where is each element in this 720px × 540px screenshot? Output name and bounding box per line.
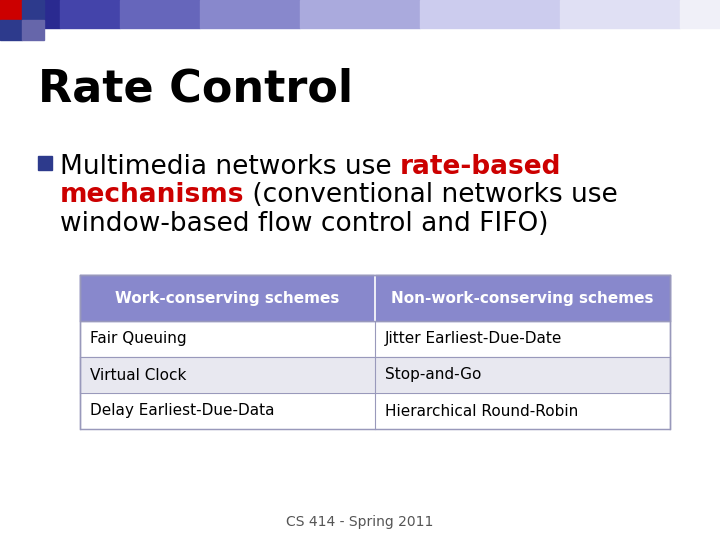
- Text: Stop-and-Go: Stop-and-Go: [385, 368, 482, 382]
- Bar: [420, 0, 560, 28]
- Text: Fair Queuing: Fair Queuing: [90, 332, 186, 347]
- Text: Jitter Earliest-Due-Date: Jitter Earliest-Due-Date: [385, 332, 562, 347]
- Bar: [80, 321, 670, 357]
- Bar: [80, 357, 670, 393]
- Text: Virtual Clock: Virtual Clock: [90, 368, 186, 382]
- Text: Work-conserving schemes: Work-conserving schemes: [115, 291, 340, 306]
- Bar: [300, 0, 420, 28]
- Text: Multimedia networks use: Multimedia networks use: [60, 154, 400, 180]
- Text: Delay Earliest-Due-Data: Delay Earliest-Due-Data: [90, 403, 274, 418]
- Text: mechanisms: mechanisms: [60, 183, 245, 208]
- Bar: [680, 0, 720, 28]
- Bar: [80, 393, 670, 429]
- Text: (conventional networks use: (conventional networks use: [245, 183, 618, 208]
- Bar: [80, 275, 670, 429]
- Text: window-based flow control and FIFO): window-based flow control and FIFO): [60, 211, 549, 237]
- Bar: [30, 0, 60, 28]
- Text: Non-work-conserving schemes: Non-work-conserving schemes: [391, 291, 654, 306]
- Bar: [200, 0, 300, 28]
- Bar: [120, 0, 200, 28]
- Bar: [38, 156, 52, 170]
- Bar: [560, 0, 680, 28]
- Text: CS 414 - Spring 2011: CS 414 - Spring 2011: [287, 515, 433, 529]
- Bar: [22, 20, 44, 40]
- Text: Hierarchical Round-Robin: Hierarchical Round-Robin: [385, 403, 578, 418]
- Bar: [60, 0, 120, 28]
- Bar: [0, 20, 22, 40]
- Text: rate-based: rate-based: [400, 154, 562, 180]
- Bar: [0, 0, 30, 28]
- Bar: [22, 0, 44, 20]
- Bar: [0, 0, 22, 20]
- Text: Rate Control: Rate Control: [38, 68, 353, 111]
- Bar: [80, 275, 670, 321]
